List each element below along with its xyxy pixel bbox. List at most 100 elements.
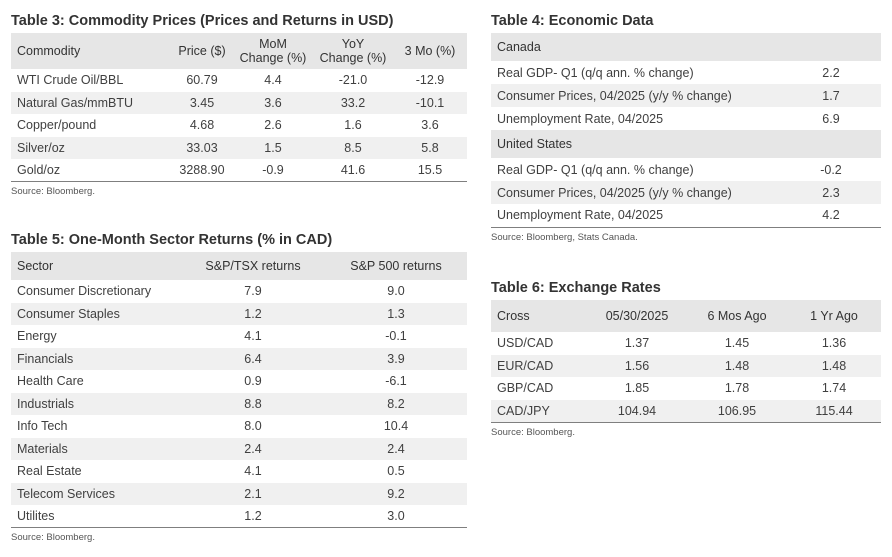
cell-sector: Utilites bbox=[11, 505, 181, 528]
cell-cross: EUR/CAD bbox=[491, 354, 587, 377]
cell-sector: Info Tech bbox=[17, 419, 68, 434]
table-row: Energy 4.1 -0.1 bbox=[11, 325, 467, 348]
col-header-mom-line1: MoM bbox=[259, 37, 287, 51]
col-header-1yr: 1 Yr Ago bbox=[787, 300, 881, 332]
cell-price: 3288.90 bbox=[157, 159, 233, 182]
cell-sp500: 8.2 bbox=[325, 392, 467, 415]
table-row: Real GDP- Q1 (q/q ann. % change) -0.2 bbox=[491, 158, 881, 181]
cell-mom: 2.6 bbox=[264, 118, 282, 133]
cell-indicator: Real GDP- Q1 (q/q ann. % change) bbox=[491, 158, 781, 181]
table3-title: Table 3: Commodity Prices (Prices and Re… bbox=[11, 13, 394, 29]
table-row: Utilites 1.2 3.0 bbox=[11, 505, 467, 528]
cell-indicator: Unemployment Rate, 04/2025 bbox=[491, 107, 781, 130]
table3-source: Source: Bloomberg. bbox=[11, 186, 95, 197]
cell-price: 33.03 bbox=[157, 136, 233, 159]
commodity-prices-table: Commodity Price ($) MoM Change (%) YoY C… bbox=[11, 33, 467, 182]
section-header-united-states: United States bbox=[491, 130, 881, 158]
cell-yoy: 1.6 bbox=[344, 118, 362, 133]
table-row: Telecom Services 2.1 9.2 bbox=[11, 482, 467, 505]
cell-price: 60.79 bbox=[186, 73, 218, 88]
cell-1yr: 115.44 bbox=[787, 399, 881, 423]
cell-yoy: 33.2 bbox=[313, 91, 393, 114]
cell-sp500: 1.3 bbox=[325, 302, 467, 325]
table-row: Copper/pound 4.68 2.6 1.6 3.6 bbox=[11, 114, 467, 137]
table-row: Consumer Prices, 04/2025 (y/y % change) … bbox=[491, 181, 881, 204]
table4-source: Source: Bloomberg, Stats Canada. bbox=[491, 231, 638, 243]
exchange-rates-table-block: Table 6: Exchange Rates Cross 05/30/2025… bbox=[491, 278, 881, 440]
exchange-rates-table: Cross 05/30/2025 6 Mos Ago 1 Yr Ago USD/… bbox=[491, 300, 881, 423]
cell-yoy: 8.5 bbox=[313, 136, 393, 159]
cell-3mo: 15.5 bbox=[393, 159, 467, 182]
cell-1yr: 1.36 bbox=[821, 336, 847, 351]
cell-sp500: 2.4 bbox=[325, 437, 467, 460]
table-row: Health Care 0.9 -6.1 bbox=[11, 370, 467, 393]
cell-tsx: 6.4 bbox=[181, 347, 325, 370]
cell-6mo: 1.78 bbox=[724, 381, 750, 396]
cell-sector: Real Estate bbox=[17, 464, 82, 479]
col-header-tsx: S&P/TSX returns bbox=[181, 252, 325, 280]
col-header-price: Price ($) bbox=[157, 33, 233, 69]
table-row: Gold/oz 3288.90 -0.9 41.6 15.5 bbox=[11, 159, 467, 182]
col-header-yoy-line2: Change (%) bbox=[319, 51, 387, 65]
table-header-row: Cross 05/30/2025 6 Mos Ago 1 Yr Ago bbox=[491, 300, 881, 332]
cell-indicator: Real GDP- Q1 (q/q ann. % change) bbox=[491, 61, 781, 84]
col-header-mom: MoM Change (%) bbox=[233, 33, 313, 69]
col-header-sector: Sector bbox=[11, 252, 181, 280]
cell-current: 1.56 bbox=[587, 354, 687, 377]
cell-sp500: 3.9 bbox=[325, 347, 467, 370]
cell-3mo: -12.9 bbox=[415, 73, 445, 88]
cell-sector: Materials bbox=[11, 437, 181, 460]
cell-3mo: -10.1 bbox=[393, 91, 467, 114]
cell-sector: Telecom Services bbox=[11, 482, 181, 505]
cell-sp500: 0.5 bbox=[387, 464, 405, 479]
col-header-current: 05/30/2025 bbox=[587, 300, 687, 332]
col-header-yoy-line1: YoY bbox=[341, 37, 365, 51]
col-header-commodity: Commodity bbox=[11, 33, 157, 69]
commodity-prices-table-block: Table 3: Commodity Prices (Prices and Re… bbox=[11, 11, 467, 199]
cell-sector: Consumer Staples bbox=[11, 302, 181, 325]
cell-current: 1.85 bbox=[624, 381, 650, 396]
cell-commodity: Gold/oz bbox=[11, 159, 157, 182]
cell-6mo: 1.45 bbox=[724, 336, 750, 351]
cell-value: 1.7 bbox=[781, 84, 881, 107]
cell-tsx: 7.9 bbox=[244, 284, 262, 299]
cell-commodity: Silver/oz bbox=[11, 136, 157, 159]
cell-indicator: Consumer Prices, 04/2025 (y/y % change) bbox=[491, 181, 781, 204]
table-row: Unemployment Rate, 04/2025 4.2 bbox=[491, 204, 881, 228]
col-header-mom-line2: Change (%) bbox=[239, 51, 307, 65]
table5-source: Source: Bloomberg. bbox=[11, 532, 95, 543]
cell-value: 6.9 bbox=[781, 107, 881, 130]
cell-sp500: 10.4 bbox=[383, 419, 409, 434]
table4-title: Table 4: Economic Data bbox=[491, 13, 654, 29]
section-label: Canada bbox=[491, 33, 881, 61]
cell-indicator: Consumer Prices, 04/2025 (y/y % change) bbox=[491, 84, 781, 107]
cell-cross: GBP/CAD bbox=[497, 381, 554, 396]
cell-sector: Financials bbox=[11, 347, 181, 370]
cell-1yr: 1.74 bbox=[821, 381, 847, 396]
table-row: Info Tech 8.0 10.4 bbox=[11, 415, 467, 438]
col-header-yoy: YoY Change (%) bbox=[313, 33, 393, 69]
cell-mom: -0.9 bbox=[233, 159, 313, 182]
table-row: Consumer Prices, 04/2025 (y/y % change) … bbox=[491, 84, 881, 107]
cell-commodity: Natural Gas/mmBTU bbox=[11, 91, 157, 114]
cell-sp500: -6.1 bbox=[385, 374, 407, 389]
cell-current: 104.94 bbox=[587, 399, 687, 423]
section-label: United States bbox=[491, 130, 881, 158]
table-row: EUR/CAD 1.56 1.48 1.48 bbox=[491, 354, 881, 377]
cell-mom: 3.6 bbox=[233, 91, 313, 114]
cell-tsx: 1.2 bbox=[181, 505, 325, 528]
cell-tsx: 2.1 bbox=[181, 482, 325, 505]
cell-commodity: WTI Crude Oil/BBL bbox=[17, 73, 124, 88]
cell-value: -0.2 bbox=[781, 158, 881, 181]
table-row: Natural Gas/mmBTU 3.45 3.6 33.2 -10.1 bbox=[11, 91, 467, 114]
cell-sp500: 9.2 bbox=[325, 482, 467, 505]
cell-price: 4.68 bbox=[189, 118, 215, 133]
cell-yoy: -21.0 bbox=[338, 73, 368, 88]
table6-title: Table 6: Exchange Rates bbox=[491, 280, 661, 296]
col-header-6mo: 6 Mos Ago bbox=[687, 300, 787, 332]
cell-sector: Industrials bbox=[11, 392, 181, 415]
section-header-canada: Canada bbox=[491, 33, 881, 61]
table5-title: Table 5: One-Month Sector Returns (% in … bbox=[11, 232, 333, 248]
cell-6mo: 1.48 bbox=[687, 354, 787, 377]
cell-6mo: 106.95 bbox=[687, 399, 787, 423]
